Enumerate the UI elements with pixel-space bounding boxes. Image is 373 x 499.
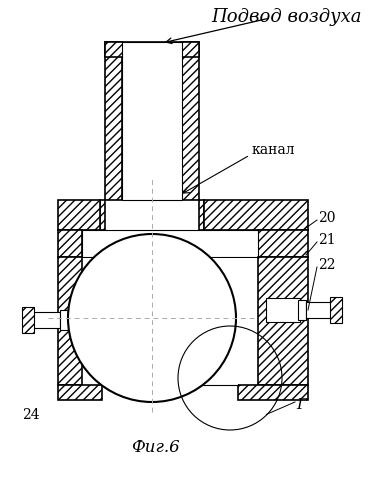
Polygon shape	[258, 257, 308, 385]
Text: 24: 24	[22, 408, 40, 422]
Text: 22: 22	[318, 258, 335, 272]
Polygon shape	[58, 385, 102, 400]
Polygon shape	[238, 385, 308, 400]
Polygon shape	[298, 300, 306, 320]
Text: Г: Г	[296, 398, 306, 412]
Text: 20: 20	[318, 211, 335, 225]
Polygon shape	[204, 200, 308, 230]
Polygon shape	[100, 200, 105, 230]
Polygon shape	[105, 42, 122, 200]
Polygon shape	[258, 230, 308, 257]
Polygon shape	[199, 200, 204, 230]
Circle shape	[68, 234, 236, 402]
Text: Подвод воздуха: Подвод воздуха	[211, 8, 362, 26]
Polygon shape	[32, 312, 60, 328]
Text: Фиг.6: Фиг.6	[131, 439, 179, 456]
Polygon shape	[105, 42, 199, 57]
Polygon shape	[122, 42, 182, 200]
Polygon shape	[58, 200, 100, 230]
Polygon shape	[102, 377, 238, 385]
Text: 21: 21	[318, 233, 336, 247]
Polygon shape	[182, 42, 199, 200]
Polygon shape	[58, 257, 82, 385]
Polygon shape	[266, 298, 300, 322]
Text: канал: канал	[252, 143, 295, 157]
Polygon shape	[82, 230, 258, 257]
Polygon shape	[58, 230, 82, 257]
Polygon shape	[306, 302, 332, 318]
Polygon shape	[22, 307, 34, 333]
Polygon shape	[83, 258, 257, 384]
Polygon shape	[330, 297, 342, 323]
Polygon shape	[60, 310, 68, 330]
